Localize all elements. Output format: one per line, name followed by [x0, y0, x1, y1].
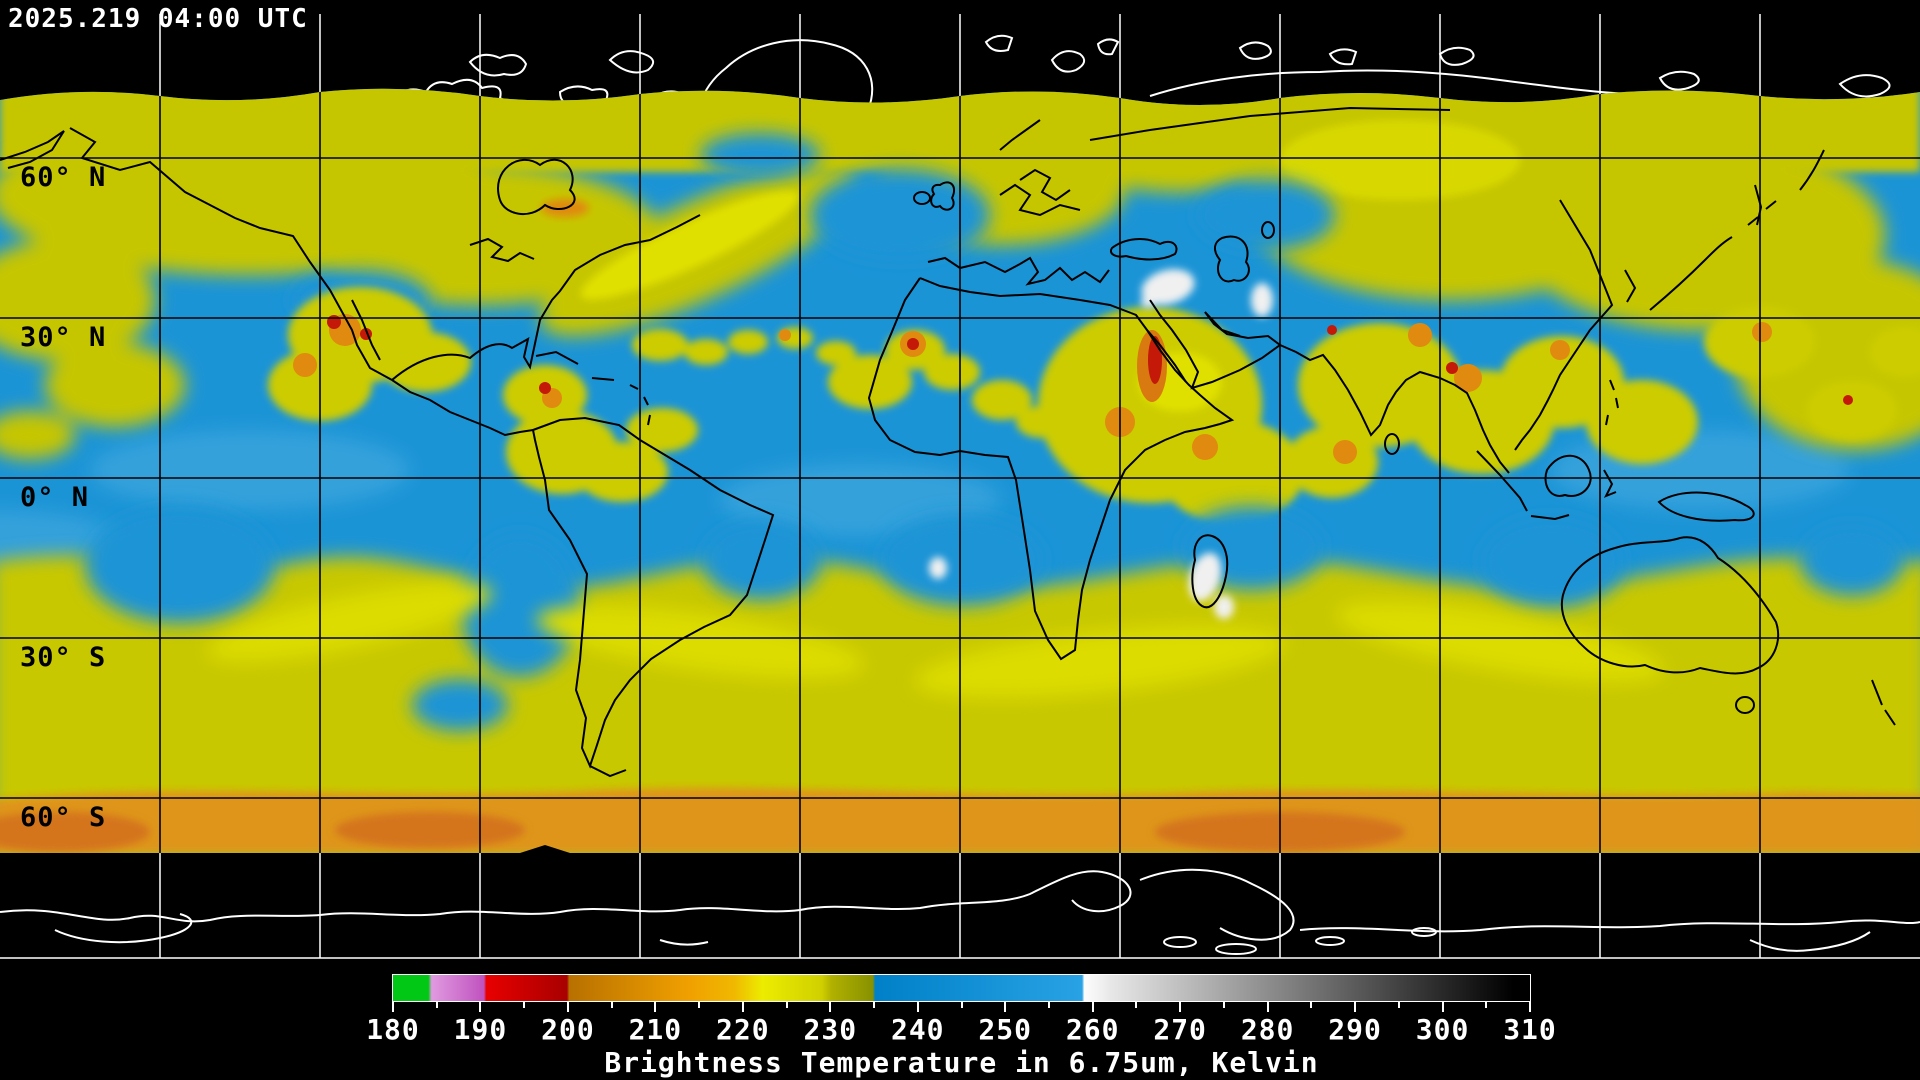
minor-tick: [610, 1002, 613, 1008]
brightness-temperature-field: [0, 88, 1920, 854]
colorbar-tick-label: 190: [453, 1013, 508, 1046]
major-tick: [479, 1002, 482, 1012]
minor-tick: [1222, 1002, 1225, 1008]
major-tick: [654, 1002, 657, 1012]
colorbar-tick-label: 200: [541, 1013, 595, 1046]
continent-coastlines: [0, 106, 1896, 778]
minor-tick: [1135, 1002, 1138, 1008]
major-tick: [1091, 1002, 1094, 1012]
major-tick: [1529, 1002, 1531, 1012]
colorbar-tick-label: 290: [1328, 1013, 1382, 1046]
major-tick: [741, 1002, 744, 1012]
latitude-label: 30° N: [20, 322, 107, 353]
swath-edge-notch: [520, 845, 570, 853]
major-tick: [392, 1002, 394, 1012]
colorbar-tick-label: 280: [1240, 1013, 1295, 1046]
colorbar: [392, 974, 1531, 1002]
minor-tick: [873, 1002, 876, 1008]
major-tick: [1266, 1002, 1269, 1012]
major-tick: [1441, 1002, 1444, 1012]
minor-tick: [698, 1002, 701, 1008]
colorbar-title: Brightness Temperature in 6.75um, Kelvin: [604, 1046, 1319, 1079]
latitude-label: 30° S: [20, 642, 107, 673]
colorbar-tick-label: 300: [1415, 1013, 1470, 1046]
minor-tick: [1047, 1002, 1050, 1008]
latitude-label: 0° N: [20, 482, 90, 513]
minor-tick: [1310, 1002, 1313, 1008]
colorbar-tick-label: 230: [803, 1013, 858, 1046]
major-tick: [916, 1002, 919, 1012]
minor-tick: [523, 1002, 526, 1008]
colorbar-tick-label: 180: [366, 1013, 420, 1046]
major-tick: [1354, 1002, 1357, 1012]
major-tick: [1004, 1002, 1007, 1012]
colorbar-tick-label: 210: [628, 1013, 683, 1046]
colorbar-tick-labels: 180 190 200 210 220 230 240 250 260 270 280 290 300 3…: [366, 1013, 1556, 1046]
major-tick: [566, 1002, 569, 1012]
timestamp: 2025.219 04:00 UTC: [8, 4, 308, 34]
grid-lines-black: [0, 88, 1920, 854]
minor-tick: [435, 1002, 438, 1008]
cold-cloud-tops: [929, 269, 1273, 619]
colorbar-tick-label: 240: [890, 1013, 945, 1046]
minor-tick: [1397, 1002, 1400, 1008]
major-tick: [1179, 1002, 1182, 1012]
antarctic-coastlines: [0, 868, 1920, 955]
colorbar-ticks: [392, 1002, 1531, 1014]
major-tick: [829, 1002, 832, 1012]
colorbar-tick-label: 310: [1503, 1013, 1557, 1046]
minor-tick: [785, 1002, 788, 1008]
colorbar-tick-label: 220: [716, 1013, 770, 1046]
colorbar-tick-label: 270: [1153, 1013, 1207, 1046]
colorbar-tick-label: 250: [978, 1013, 1032, 1046]
minor-tick: [1485, 1002, 1488, 1008]
colorbar-tick-label: 260: [1065, 1013, 1120, 1046]
latitude-label: 60° N: [20, 162, 107, 193]
minor-tick: [960, 1002, 963, 1008]
latitude-label: 60° S: [20, 802, 107, 833]
